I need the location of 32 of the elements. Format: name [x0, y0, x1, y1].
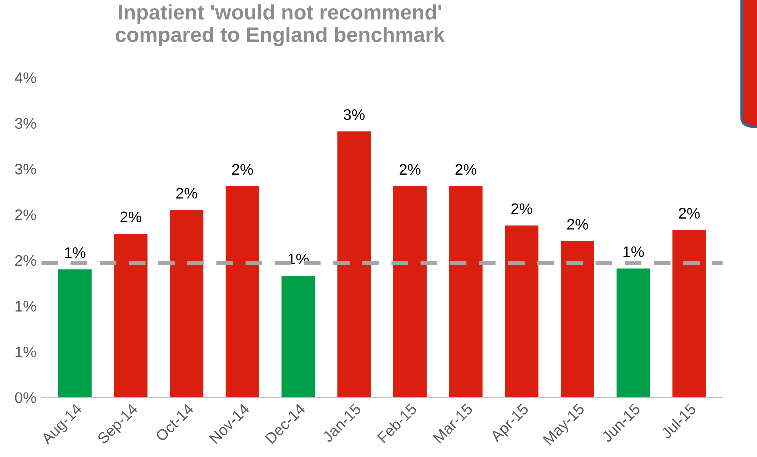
- y-tick-label: 4%: [15, 72, 36, 84]
- data-label: 2%: [400, 164, 421, 176]
- data-label: 2%: [456, 164, 477, 176]
- data-label: 3%: [344, 109, 365, 120]
- y-tick-label: 0%: [15, 392, 36, 404]
- bar: [560, 241, 594, 398]
- bar: [338, 132, 372, 398]
- bar: [226, 186, 260, 398]
- data-label: 2%: [512, 204, 532, 214]
- y-tick-label: 1%: [16, 301, 36, 312]
- bar: [114, 234, 148, 398]
- y-tick-label: 2%: [15, 210, 36, 220]
- data-label: 2%: [567, 219, 588, 230]
- y-tick-label: 3%: [15, 118, 36, 130]
- data-label: 2%: [679, 208, 700, 219]
- bar: [616, 268, 650, 398]
- data-label: 2%: [120, 212, 142, 223]
- bar: [449, 186, 483, 398]
- y-tick-label: 1%: [16, 346, 36, 358]
- bar: [672, 230, 706, 398]
- y-tick-label: 2%: [15, 255, 36, 266]
- data-label: 2%: [176, 188, 198, 199]
- data-label: 1%: [65, 248, 86, 258]
- y-tick-label: 3%: [15, 164, 36, 175]
- bar: [393, 186, 427, 398]
- data-label: 2%: [232, 164, 254, 176]
- chart-title: Inpatient 'would not recommend' compared to England benchmark: [116, 4, 446, 47]
- bar: [170, 210, 204, 398]
- bar: [505, 226, 539, 398]
- bar: [58, 270, 92, 398]
- bar: [282, 276, 316, 398]
- data-label: 1%: [624, 246, 644, 258]
